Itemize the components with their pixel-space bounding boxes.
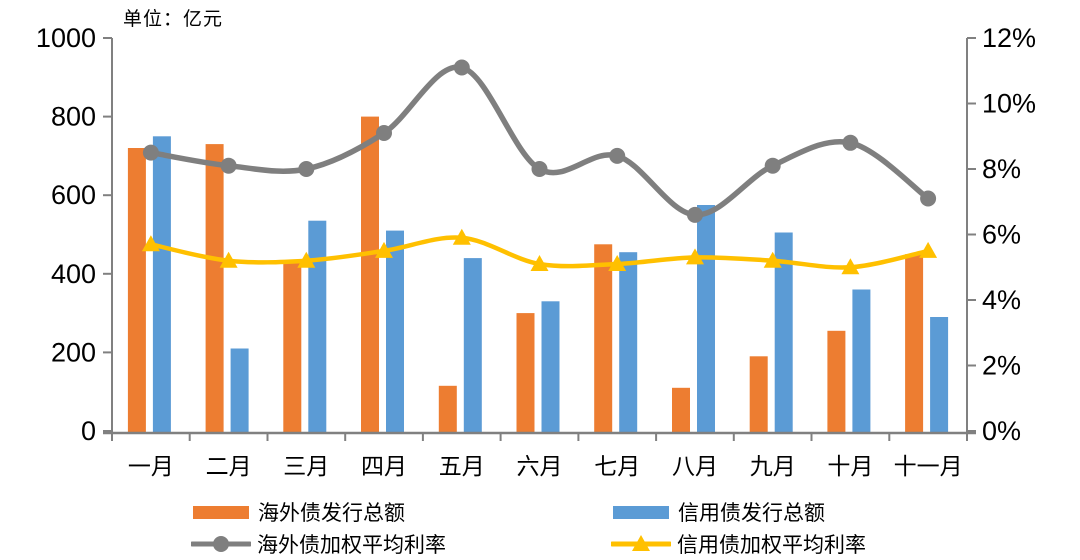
x-axis-category-label: 十一月 bbox=[894, 453, 963, 479]
credit-rate-marker bbox=[763, 251, 782, 268]
line-overseas-rate bbox=[148, 64, 931, 218]
overseas-rate-marker bbox=[376, 125, 392, 141]
x-axis-category-label: 六月 bbox=[517, 453, 563, 479]
right-axis-tick-label: 2% bbox=[982, 351, 1021, 381]
bar-overseas-issuance bbox=[283, 260, 302, 433]
bar-overseas-issuance bbox=[827, 330, 846, 433]
bar-credit-issuance bbox=[541, 301, 560, 433]
x-axis-category-label: 二月 bbox=[206, 453, 252, 479]
left-axis-tick-label: 200 bbox=[51, 337, 96, 367]
bar-credit-issuance bbox=[852, 289, 871, 433]
left-axis-tick-label: 800 bbox=[51, 102, 96, 132]
overseas-rate-marker bbox=[220, 157, 237, 174]
legend-label-overseas-rate: 海外债加权平均利率 bbox=[257, 534, 446, 557]
overseas-rate-marker bbox=[764, 157, 781, 174]
bar-credit-issuance bbox=[386, 230, 404, 433]
bar-overseas-issuance bbox=[594, 244, 613, 433]
credit-rate-marker bbox=[686, 248, 704, 265]
credit-rate-marker bbox=[219, 251, 238, 268]
bar-credit-issuance bbox=[463, 258, 482, 433]
bar-credit-issuance bbox=[930, 317, 949, 433]
x-axis-category-label: 八月 bbox=[672, 453, 718, 479]
credit-rate-marker bbox=[530, 255, 549, 271]
bar-overseas-issuance bbox=[127, 148, 146, 433]
bar-credit-issuance bbox=[774, 232, 793, 433]
credit-rate-marker bbox=[375, 241, 393, 258]
overseas-rate-marker bbox=[687, 206, 703, 223]
right-axis-tick-label: 12% bbox=[982, 23, 1036, 53]
credit-rate-marker bbox=[919, 241, 938, 258]
credit-issuance-bar-swatch-icon bbox=[613, 505, 669, 519]
legend-item-overseas-issuance: 海外债发行总额 bbox=[193, 499, 405, 525]
x-axis-category-label: 一月 bbox=[128, 453, 174, 479]
legend-label-credit-rate: 信用债加权平均利率 bbox=[677, 534, 866, 557]
overseas-rate-marker bbox=[609, 147, 626, 164]
overseas-rate-line-swatch-icon bbox=[189, 534, 253, 554]
legend-item-credit-rate: 信用债加权平均利率 bbox=[609, 531, 866, 557]
right-axis-tick-label: 4% bbox=[982, 285, 1021, 315]
credit-rate-marker bbox=[452, 228, 471, 245]
left-axis-tick-label: 0 bbox=[81, 416, 96, 446]
left-axis-tick-label: 400 bbox=[51, 259, 96, 289]
right-axis-tick-label: 6% bbox=[982, 220, 1021, 250]
chart-plot-area: 0 200 400 600 800 1000 0% 2% 4% 6% 8% 10% 12% 一月 二月 三月 四… bbox=[36, 23, 1036, 479]
x-axis-category-label: 十月 bbox=[827, 453, 873, 479]
overseas-issuance-bar-swatch-icon bbox=[193, 505, 249, 519]
bar-overseas-issuance bbox=[516, 313, 535, 433]
overseas-rate-marker bbox=[453, 59, 470, 76]
x-axis-category-label: 七月 bbox=[594, 453, 640, 479]
x-axis-category-label: 四月 bbox=[361, 453, 407, 479]
right-axis-tick-label: 10% bbox=[982, 89, 1036, 119]
legend-item-credit-issuance: 信用债发行总额 bbox=[613, 499, 825, 525]
bar-credit-issuance bbox=[230, 348, 249, 433]
legend-label-overseas-issuance: 海外债发行总额 bbox=[258, 502, 405, 525]
credit-rate-line-swatch-icon bbox=[609, 534, 673, 554]
overseas-rate-marker bbox=[298, 161, 315, 177]
bar-overseas-issuance bbox=[438, 385, 457, 433]
overseas-rate-marker bbox=[842, 134, 859, 151]
left-axis-tick-label: 600 bbox=[51, 180, 96, 210]
bar-overseas-issuance bbox=[205, 144, 224, 433]
bar-credit-issuance bbox=[697, 205, 715, 433]
credit-rate-marker bbox=[608, 255, 627, 271]
right-axis-tick-label: 8% bbox=[982, 154, 1021, 184]
bar-overseas-issuance bbox=[749, 356, 768, 433]
x-axis-category-label: 三月 bbox=[283, 453, 329, 479]
credit-rate-marker bbox=[297, 251, 316, 268]
legend-label-credit-issuance: 信用债发行总额 bbox=[678, 502, 825, 525]
legend-item-overseas-rate: 海外债加权平均利率 bbox=[189, 531, 446, 557]
bar-overseas-issuance bbox=[905, 254, 924, 433]
x-axis-category-label: 五月 bbox=[439, 453, 485, 479]
x-axis-category-label: 九月 bbox=[750, 453, 796, 479]
left-axis-tick-label: 1000 bbox=[36, 23, 96, 53]
unit-label: 单位：亿元 bbox=[123, 8, 224, 30]
bar-overseas-issuance bbox=[361, 116, 379, 433]
bar-credit-issuance bbox=[152, 136, 171, 434]
right-axis-tick-label: 0% bbox=[982, 416, 1021, 446]
credit-rate-marker bbox=[141, 235, 160, 252]
overseas-rate-marker bbox=[531, 161, 548, 177]
overseas-rate-marker bbox=[142, 144, 159, 161]
bar-credit-issuance bbox=[619, 252, 638, 433]
bar-credit-issuance bbox=[308, 220, 327, 433]
overseas-rate-marker bbox=[920, 190, 937, 207]
bar-overseas-issuance bbox=[672, 387, 690, 433]
credit-rate-marker bbox=[841, 258, 860, 275]
